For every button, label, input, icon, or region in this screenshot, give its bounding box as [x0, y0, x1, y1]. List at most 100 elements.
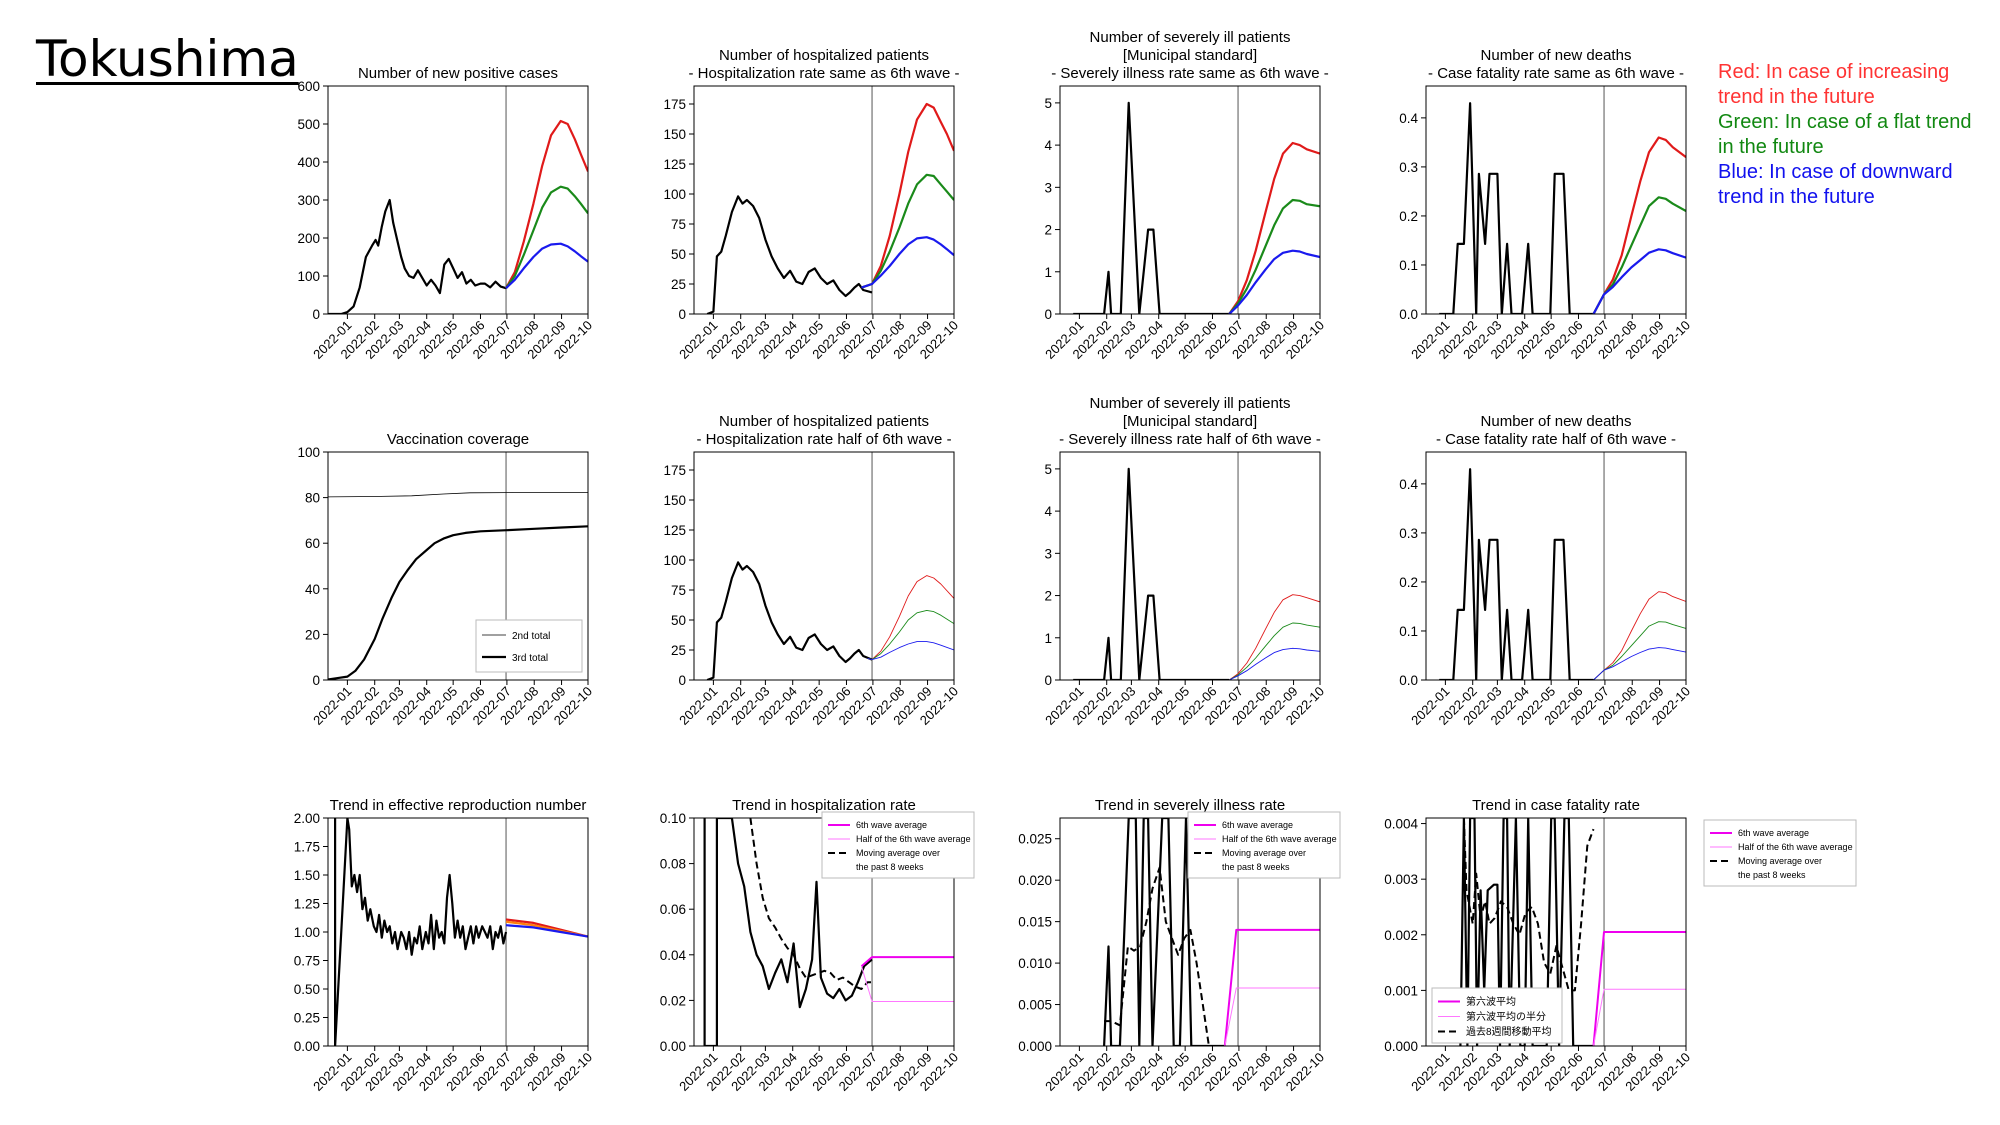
y-tick-label: 25 [671, 643, 686, 658]
series-line-actual [334, 818, 508, 1046]
series-group [1459, 818, 1686, 1046]
y-tick-label: 0 [1044, 673, 1052, 688]
y-tick-label: 0.001 [1384, 983, 1418, 998]
y-tick-label: 0.2 [1399, 209, 1418, 224]
series-line-blue [1592, 248, 1686, 314]
chart-severe-rate: Trend in severely illness rate 0.000 0.005… [1018, 797, 1341, 1094]
series-group [328, 491, 588, 680]
series-line-thin [328, 491, 588, 498]
series-line-blue-thin [1229, 647, 1320, 680]
y-tick-label: 0.1 [1399, 258, 1418, 273]
chart-title: [Municipal standard] [1123, 47, 1257, 64]
legend-label: Moving average over [1738, 856, 1822, 866]
legend-label: Moving average over [856, 848, 940, 858]
y-tick-label: 0.02 [660, 993, 686, 1008]
series-line-red [861, 102, 954, 289]
series-line-blue [505, 242, 588, 289]
series-line-actual [706, 561, 873, 680]
y-tick-label: 0.003 [1384, 872, 1418, 887]
series-line-dashed [1462, 818, 1595, 992]
note-blue: Blue: In case of downward trend in the f… [1718, 161, 1953, 208]
y-tick-label: 100 [663, 553, 686, 568]
legend-label: Half of the 6th wave average [1738, 842, 1853, 852]
series-line-red [1592, 136, 1686, 314]
y-tick-label: 200 [297, 231, 320, 246]
series-line-thick [328, 525, 588, 680]
chart-title: Number of hospitalized patients [719, 413, 929, 430]
y-tick-label: 3 [1044, 546, 1052, 561]
y-tick-label: 500 [297, 117, 320, 132]
y-tick-label: 0.010 [1018, 956, 1052, 971]
series-line-actual [703, 818, 873, 1046]
series-line-actual [1459, 818, 1594, 1046]
y-tick-label: 0.10 [660, 811, 686, 826]
y-tick-label: 5 [1044, 462, 1052, 477]
series-group [1073, 467, 1320, 680]
y-tick-label: 0 [678, 307, 686, 322]
y-tick-label: 0.2 [1399, 575, 1418, 590]
y-tick-label: 1 [1044, 265, 1052, 280]
y-tick-label: 0.1 [1399, 624, 1418, 639]
series-line-actual [1073, 101, 1230, 314]
y-tick-label: 5 [1044, 96, 1052, 111]
y-tick-label: 0 [312, 307, 320, 322]
legend-label: 第六波平均 [1466, 995, 1516, 1008]
plot-frame [327, 817, 589, 1047]
chart-severe-same: Number of severely ill patients[Municipa… [1042, 29, 1329, 362]
series-line-light-magenta [861, 966, 954, 1002]
y-tick-label: 175 [663, 97, 686, 112]
y-tick-label: 0.50 [294, 982, 320, 997]
chart-fatality-rate: Trend in case fatality rate 0.000 0.001 0.0… [1384, 797, 1857, 1094]
y-tick-label: 4 [1044, 138, 1052, 153]
legend-label: Half of the 6th wave average [856, 834, 971, 844]
y-tick-label: 0 [1044, 307, 1052, 322]
series-line-red-thin [867, 575, 954, 661]
chart-title: Trend in severely illness rate [1095, 797, 1285, 814]
y-tick-label: 75 [671, 583, 686, 598]
series-line-red [1228, 141, 1320, 314]
y-tick-label: 0.015 [1018, 915, 1052, 930]
chart-deaths-same: Number of new deaths- Case fatality rate… [1399, 47, 1693, 362]
plot-frame [1425, 451, 1687, 681]
series-line-magenta [1223, 928, 1320, 1046]
y-tick-label: 0.08 [660, 857, 686, 872]
series-line-green [1592, 196, 1686, 314]
series-line-green [861, 173, 954, 289]
note-red: Red: In case of increasing trend in the … [1718, 61, 1950, 108]
legend-box [1703, 819, 1857, 887]
chart-reproduction: Trend in effective reproduction number 0.… [294, 797, 595, 1094]
y-tick-label: 0.04 [660, 948, 687, 963]
y-tick-label: 1.25 [294, 897, 320, 912]
y-tick-label: 100 [297, 445, 320, 460]
series-line-actual [1073, 467, 1230, 680]
y-tick-label: 0.000 [1384, 1039, 1418, 1054]
legend-box [1431, 987, 1563, 1044]
legend-box [821, 811, 975, 879]
series-line-green-thin [867, 609, 954, 661]
chart-hospitalized-same: Number of hospitalized patients- Hospita… [663, 47, 961, 362]
legend-label: 6th wave average [1222, 820, 1293, 830]
series-line-dashed [749, 818, 872, 990]
series-line-blue-thin [1593, 647, 1686, 680]
chart-title: Number of severely ill patients [1090, 395, 1291, 412]
y-tick-label: 0 [678, 673, 686, 688]
series-group [1439, 102, 1686, 314]
chart-title: Number of new positive cases [358, 65, 558, 82]
chart-title: - Hospitalization rate half of 6th wave … [696, 431, 951, 448]
chart-title: Trend in effective reproduction number [330, 797, 587, 814]
y-tick-label: 125 [663, 157, 686, 172]
y-tick-label: 2 [1044, 589, 1052, 604]
y-tick-label: 50 [671, 247, 686, 262]
legend-label: the past 8 weeks [1738, 870, 1806, 880]
y-tick-label: 400 [297, 155, 320, 170]
y-tick-label: 1.00 [294, 925, 320, 940]
trend-color-note: Red: In case of increasing trend in the … [1718, 60, 1988, 210]
y-tick-label: 0.025 [1018, 832, 1052, 847]
series-line-magenta [1592, 931, 1686, 1046]
series-group [1073, 101, 1320, 314]
note-green: Green: In case of a flat trend in the fu… [1718, 111, 1972, 158]
series-group [706, 561, 954, 680]
chart-title: Number of hospitalized patients [719, 47, 929, 64]
y-tick-label: 0.005 [1018, 998, 1052, 1013]
y-tick-label: 150 [663, 493, 686, 508]
